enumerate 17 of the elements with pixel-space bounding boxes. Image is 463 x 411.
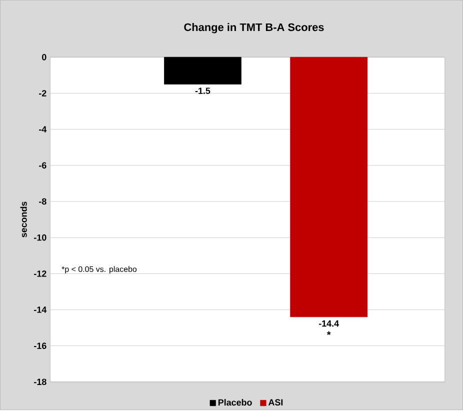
y-tick-label: -6 <box>39 162 46 169</box>
y-tick-label: 0 <box>42 54 46 60</box>
legend-label: Placebo <box>218 399 252 406</box>
y-tick-label: -14 <box>34 306 47 313</box>
chart-title: Change in TMT B-A Scores <box>184 23 324 34</box>
y-tick-label: -12 <box>34 270 46 277</box>
legend-label: ASI <box>268 399 283 406</box>
y-tick-label: -8 <box>39 198 46 205</box>
y-tick-label: -16 <box>34 342 46 349</box>
y-tick-label: -10 <box>34 234 46 241</box>
y-tick-label: -4 <box>39 126 47 132</box>
data-label: -1.5 <box>195 88 210 94</box>
y-axis-title: seconds <box>20 202 27 238</box>
y-tick-label: -2 <box>39 90 46 96</box>
y-tick-label: -18 <box>34 378 46 386</box>
data-label: -14.4 <box>318 320 339 327</box>
annotation: * <box>326 331 331 336</box>
